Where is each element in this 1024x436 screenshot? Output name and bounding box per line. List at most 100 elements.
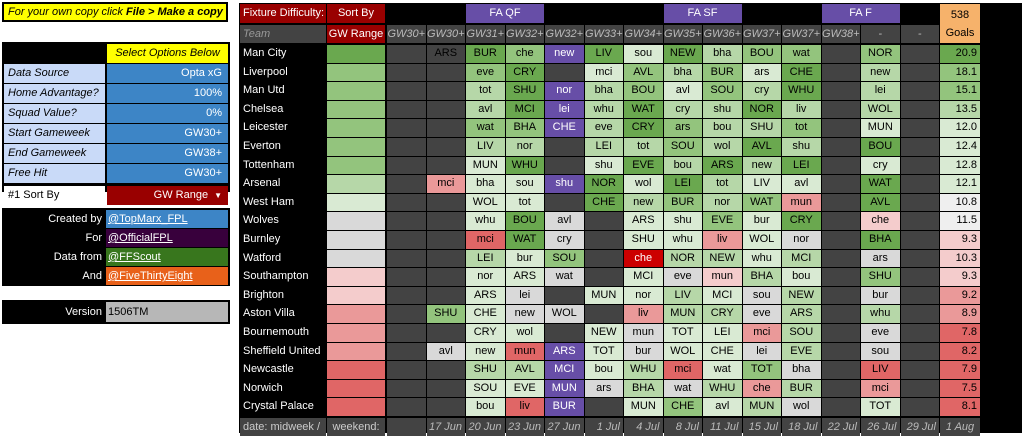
fixture-cell: cry xyxy=(861,156,900,175)
team-name: Bournemouth xyxy=(240,324,326,342)
cup-header-slot xyxy=(545,4,584,23)
credit-link-topmarx[interactable]: @TopMarx_FPL xyxy=(106,210,228,228)
fixture-cell xyxy=(387,342,426,361)
gw-range-bar xyxy=(327,138,385,156)
fixture-cell xyxy=(426,268,465,286)
fixture-cell xyxy=(821,175,860,193)
gw-range-bar xyxy=(327,324,385,342)
fixture-cell: EVE xyxy=(782,342,821,361)
gw-range-header[interactable]: GW Range xyxy=(327,25,385,43)
fixture-cell xyxy=(387,249,426,268)
option-free-hit[interactable]: Free Hit GW30+ xyxy=(4,164,228,183)
option-data-source[interactable]: Data Source Opta xG xyxy=(4,64,228,83)
option-value[interactable]: GW30+ xyxy=(107,124,228,143)
gw-range-bar xyxy=(327,305,385,323)
fixture-cell: CHE xyxy=(663,398,702,416)
fixture-cell: ars xyxy=(663,119,702,137)
fixture-cell: eve xyxy=(742,305,781,323)
fixture-cell: wat xyxy=(782,45,821,63)
fixture-cell: BOU xyxy=(742,45,781,63)
fixture-cell xyxy=(900,45,939,63)
fixture-cell: MCI xyxy=(545,361,584,379)
fixture-cell: LEI xyxy=(703,324,742,342)
fixture-cell xyxy=(426,138,465,156)
option-home-advantage[interactable]: Home Advantage? 100% xyxy=(4,84,228,103)
fixture-cell xyxy=(821,231,860,249)
fixture-cell: sou xyxy=(861,342,900,361)
gameweek-header: GW30+ xyxy=(426,25,465,43)
fixture-cell: LEI xyxy=(782,156,821,175)
goals-value: 10.8 xyxy=(940,193,980,212)
team-name: Liverpool xyxy=(240,63,326,82)
fixture-cell: bou xyxy=(466,398,505,416)
fixture-cell: new xyxy=(861,63,900,82)
option-value[interactable]: GW30+ xyxy=(107,164,228,183)
fixture-date: 22 Jul xyxy=(821,418,860,436)
fixture-cell: WOL xyxy=(545,305,584,323)
fixture-cell xyxy=(821,82,860,100)
goals-value: 8.1 xyxy=(940,398,980,416)
fixture-cell xyxy=(387,286,426,305)
option-sort-by[interactable]: #1 Sort By GW Range ▼ xyxy=(4,186,228,205)
fixture-cell: BUR xyxy=(545,398,584,416)
fixture-cell: liv xyxy=(782,100,821,119)
fixture-cell xyxy=(821,379,860,398)
fixture-cell: ARS xyxy=(466,286,505,305)
fixture-cell: mun xyxy=(703,268,742,286)
fixture-cell: BHA xyxy=(624,379,663,398)
team-name: Man City xyxy=(240,45,326,63)
fixture-cell: che xyxy=(505,45,544,63)
fixture-date: 11 Jul xyxy=(703,418,742,436)
fixture-cell xyxy=(387,156,426,175)
fixture-cell: WOL xyxy=(466,193,505,212)
goals-value: 20.9 xyxy=(940,45,980,63)
option-end-gameweek[interactable]: End Gameweek GW38+ xyxy=(4,144,228,163)
goals-header-text: Goals xyxy=(945,27,975,39)
fixture-cell: wat xyxy=(466,119,505,137)
credit-link-officialfpl[interactable]: @OfficialFPL xyxy=(106,229,228,247)
fixture-cell: BUR xyxy=(663,193,702,212)
fixture-cell xyxy=(900,342,939,361)
fixture-cell xyxy=(545,156,584,175)
gw-range-bar xyxy=(327,249,385,268)
fixture-cell: liv xyxy=(703,231,742,249)
fixture-date: 23 Jun xyxy=(505,418,544,436)
fixture-cell xyxy=(387,305,426,323)
cup-header-slot xyxy=(426,4,465,23)
fixture-cell: TOT xyxy=(663,324,702,342)
option-value[interactable]: GW38+ xyxy=(107,144,228,163)
fixture-cell: nor xyxy=(545,82,584,100)
team-column-header: Team xyxy=(240,25,326,43)
fixture-cell: BOU xyxy=(861,138,900,156)
fixture-cell xyxy=(584,231,623,249)
gw-range-bar xyxy=(327,212,385,230)
team-name: Arsenal xyxy=(240,175,326,193)
fixture-cell: che xyxy=(742,379,781,398)
fixture-cell xyxy=(900,63,939,82)
team-name: Burnley xyxy=(240,231,326,249)
fixture-cell: MUN xyxy=(624,398,663,416)
fixture-cell: whu xyxy=(466,212,505,230)
option-start-gameweek[interactable]: Start Gameweek GW30+ xyxy=(4,124,228,143)
team-name: Tottenham xyxy=(240,156,326,175)
fixture-cell: ARS xyxy=(782,305,821,323)
option-squad-value[interactable]: Squad Value? 0% xyxy=(4,104,228,123)
sort-dropdown[interactable]: GW Range ▼ xyxy=(107,186,228,205)
fixture-cell: mci xyxy=(426,175,465,193)
gw-range-bar xyxy=(327,100,385,119)
fixture-cell: nor xyxy=(466,268,505,286)
fixture-cell xyxy=(821,305,860,323)
option-value[interactable]: 100% xyxy=(107,84,228,103)
fixture-cell xyxy=(900,379,939,398)
gw-range-bar xyxy=(327,361,385,379)
option-value[interactable]: Opta xG xyxy=(107,64,228,83)
credit-link-fivethirtyeight[interactable]: @FiveThirtyEight xyxy=(106,267,228,285)
option-value[interactable]: 0% xyxy=(107,104,228,123)
fixture-cell: tot xyxy=(505,193,544,212)
fixture-cell: cry xyxy=(742,82,781,100)
fixture-cell xyxy=(900,268,939,286)
credit-link-ffscout[interactable]: @FFScout xyxy=(106,248,228,266)
fixture-cell xyxy=(900,231,939,249)
fixture-cell: bha xyxy=(703,45,742,63)
version-box: Version 1506TM xyxy=(2,300,230,324)
